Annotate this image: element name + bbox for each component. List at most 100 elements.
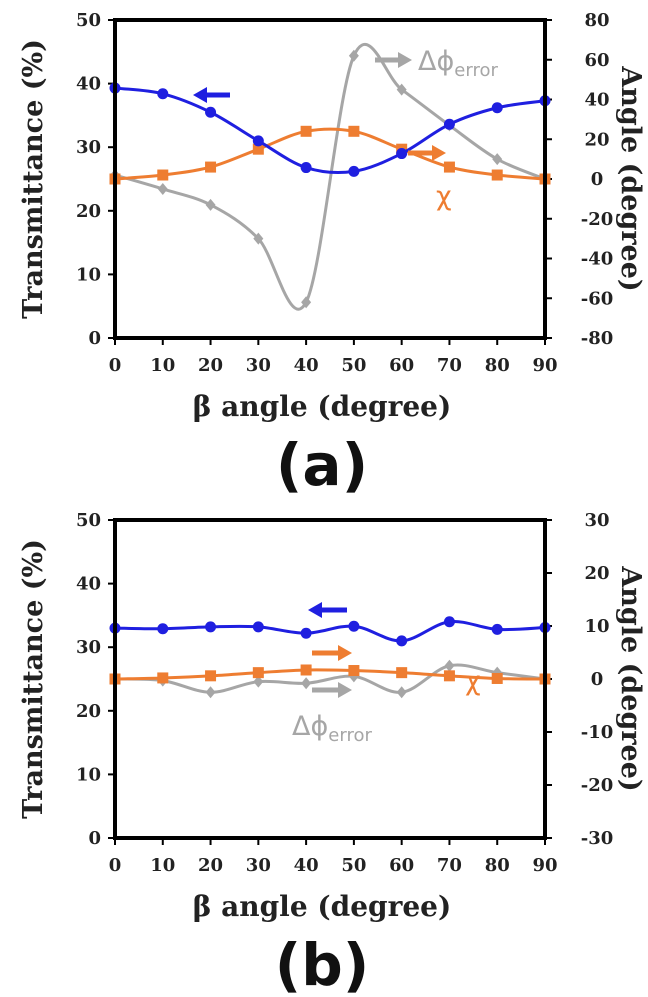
panel-label: (a)	[276, 431, 368, 499]
y2-tick-label: -40	[581, 249, 614, 270]
x-tick-label: 90	[532, 355, 557, 376]
data-point-chi	[348, 125, 360, 137]
data-point-chi	[300, 125, 312, 137]
y-tick-label: 50	[76, 10, 101, 31]
y2-tick-label: -20	[581, 209, 614, 230]
x-tick-label: 40	[294, 855, 319, 876]
data-point-chi	[205, 161, 217, 173]
series-label-main: Δϕ	[418, 46, 454, 77]
panel-label: (b)	[275, 931, 370, 997]
data-point-delta-phi	[205, 686, 216, 699]
series-label-delta-phi: Δϕerror	[418, 46, 498, 81]
data-point-delta-phi	[396, 686, 407, 699]
data-point-transmittance	[205, 621, 217, 633]
data-point-transmittance	[157, 88, 169, 100]
x-tick-label: 20	[198, 355, 223, 376]
y2-tick-label: -10	[581, 722, 614, 743]
y2-tick-label: 20	[584, 129, 609, 150]
y2-tick-label: -60	[581, 288, 614, 309]
series-arrow-chi	[408, 145, 446, 161]
data-point-transmittance	[252, 135, 264, 147]
y2-tick-label: 10	[584, 616, 609, 637]
data-point-transmittance	[348, 620, 360, 632]
data-point-transmittance	[491, 623, 503, 635]
series-label-main: Δϕ	[292, 711, 328, 742]
series-label-subscript: error	[328, 725, 372, 746]
series-arrow-transmittance	[308, 602, 347, 618]
y-axis-title: Transmittance (%)	[18, 539, 49, 819]
series-arrow-transmittance-head	[308, 602, 322, 618]
series-label-delta-phi: Δϕerror	[292, 711, 372, 746]
y-axis-title: Transmittance (%)	[18, 39, 49, 319]
x-tick-label: 30	[246, 355, 271, 376]
data-point-chi	[396, 667, 408, 679]
plot-frame	[113, 18, 547, 340]
y2-tick-label: 40	[584, 90, 609, 111]
y2-tick-label: -30	[581, 828, 614, 849]
series-arrow-delta-phi-head	[398, 52, 412, 68]
y2-tick-label: 80	[584, 10, 609, 31]
data-point-transmittance	[252, 621, 264, 633]
series-label-subscript: error	[454, 60, 498, 81]
y-tick-label: 0	[88, 328, 101, 349]
y2-tick-label: 60	[584, 50, 609, 71]
series-label-chi: χ	[465, 666, 481, 697]
series-arrow-delta-phi-head	[338, 682, 352, 698]
x-tick-label: 10	[150, 355, 175, 376]
data-point-delta-phi	[253, 232, 264, 245]
x-tick-label: 0	[109, 855, 122, 876]
y-tick-label: 40	[76, 574, 101, 595]
y2-tick-label: 20	[584, 563, 609, 584]
y-tick-label: 20	[76, 701, 101, 722]
series-label-chi: χ	[436, 181, 452, 212]
data-point-delta-phi	[157, 182, 168, 195]
y-tick-label: 0	[88, 828, 101, 849]
data-point-chi	[157, 169, 169, 181]
y-tick-label: 30	[76, 137, 101, 158]
x-tick-label: 80	[485, 355, 510, 376]
data-point-transmittance	[348, 165, 360, 177]
y2-tick-label: 0	[591, 169, 604, 190]
series-line-transmittance	[114, 86, 546, 175]
x-tick-label: 70	[437, 355, 462, 376]
y2-axis-title: Angle (degree)	[615, 565, 646, 791]
y-tick-label: 30	[76, 637, 101, 658]
series-line-transmittance	[114, 620, 546, 643]
x-tick-label: 60	[389, 855, 414, 876]
plot-frame	[113, 518, 547, 840]
series-line-chi	[114, 668, 546, 681]
x-tick-label: 20	[198, 855, 223, 876]
y-tick-label: 10	[76, 264, 101, 285]
data-point-delta-phi	[492, 153, 503, 166]
y2-tick-label: -20	[581, 775, 614, 796]
data-point-delta-phi	[396, 83, 407, 96]
x-tick-label: 90	[532, 855, 557, 876]
y-tick-label: 50	[76, 510, 101, 531]
series-arrow-transmittance	[193, 87, 230, 103]
data-point-delta-phi	[253, 675, 264, 688]
x-tick-label: 30	[246, 855, 271, 876]
x-axis-title: β angle (degree)	[193, 890, 451, 923]
data-point-chi	[443, 670, 455, 682]
data-point-chi	[348, 665, 360, 677]
data-point-delta-phi	[301, 677, 312, 690]
y2-tick-label: 0	[591, 669, 604, 690]
x-tick-label: 0	[109, 355, 122, 376]
y2-tick-label: 30	[584, 510, 609, 531]
data-point-chi	[252, 143, 264, 155]
series-line-delta-phi	[114, 43, 546, 311]
data-point-transmittance	[443, 118, 455, 130]
data-point-chi	[205, 670, 217, 682]
y2-tick-label: -80	[581, 328, 614, 349]
data-point-delta-phi	[205, 198, 216, 211]
chart-panel-b: 0 10 20 30 40 50 60 70 80 90 0 10 20 30 40 50 -30 -20 -10 0…	[18, 510, 646, 997]
series-arrow-delta-phi	[375, 52, 412, 68]
series-arrow-chi-head	[338, 645, 352, 661]
series-arrow-delta-phi	[312, 682, 352, 698]
data-point-transmittance	[205, 106, 217, 118]
y-tick-label: 20	[76, 201, 101, 222]
data-point-transmittance	[491, 102, 503, 114]
y2-axis-title: Angle (degree)	[615, 65, 646, 291]
data-point-chi	[491, 169, 503, 181]
